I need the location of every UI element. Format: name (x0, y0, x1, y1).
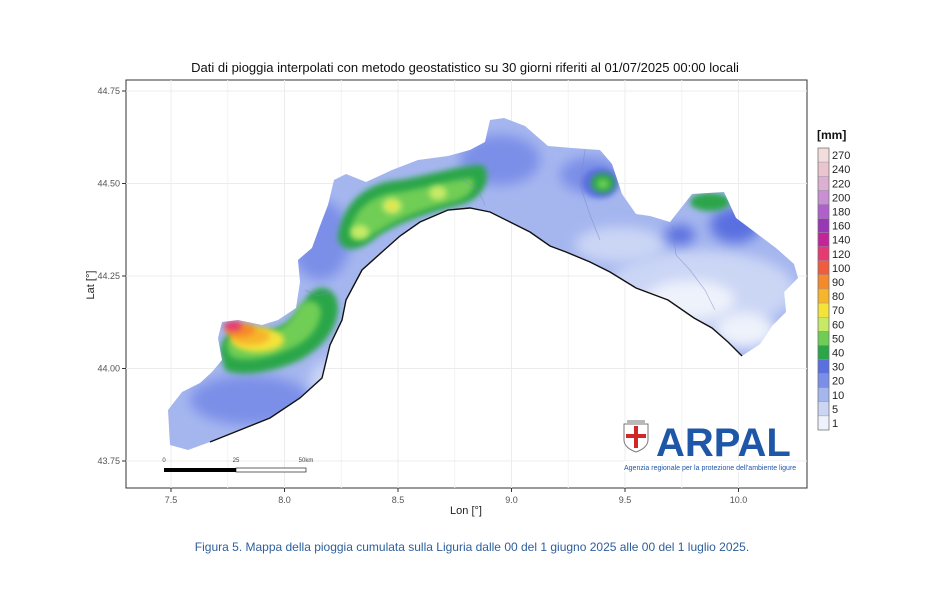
x-axis-label: Lon [°] (450, 505, 482, 517)
rain-ridge-60mm-c (429, 186, 447, 200)
legend-label: 90 (832, 277, 844, 289)
x-tick-label: 8.0 (278, 495, 291, 505)
x-tick-label: 9.5 (619, 495, 632, 505)
rain-laspezia-1mm (715, 312, 775, 348)
legend-swatch (817, 387, 830, 403)
legend-label: 70 (832, 305, 844, 317)
liguria-crest-icon (623, 420, 649, 453)
axis-ticks: 7.5 8.0 8.5 9.0 9.5 10.0 44.75 44.50 44.25 44.00 4… (97, 86, 747, 505)
legend-swatch (817, 246, 830, 261)
arpal-logo: ARPAL Agenzia regionale per la protezion… (623, 420, 796, 472)
legend-label: 240 (832, 164, 850, 176)
legend-label: 5 (832, 404, 838, 416)
x-tick-label: 9.0 (505, 495, 518, 505)
legend-label: 50 (832, 333, 844, 345)
arpal-wordmark: ARPAL (656, 421, 791, 465)
y-tick-label: 44.00 (97, 364, 120, 374)
legend-swatch (817, 373, 830, 388)
rain-ridge-60mm-a (351, 225, 369, 239)
legend-label: 140 (832, 235, 850, 247)
legend-swatch (817, 232, 830, 247)
y-tick-label: 43.75 (97, 456, 120, 466)
rain-center-5mm (575, 227, 665, 263)
legend-swatch (817, 190, 830, 205)
legend-label: 180 (832, 206, 850, 218)
scale-label-0: 0 (162, 458, 166, 464)
legend-swatch (817, 218, 830, 233)
rain-ridge-70mm (388, 202, 396, 210)
legend-label: 30 (832, 362, 844, 374)
rain-east-30mm (665, 225, 695, 245)
coastline (209, 207, 743, 443)
rain-genoa-50mm (597, 179, 609, 189)
x-tick-label: 10.0 (730, 495, 748, 505)
legend-swatch (817, 161, 830, 177)
legend-label: 60 (832, 319, 844, 331)
legend-label: 120 (832, 249, 850, 261)
legend-label: 40 (832, 347, 844, 359)
legend-label: 200 (832, 192, 850, 204)
map-title: Dati di pioggia interpolati con metodo g… (191, 60, 739, 75)
legend-swatch (817, 345, 830, 360)
legend-swatch (817, 359, 830, 374)
legend-label: 100 (832, 263, 850, 275)
legend-swatch (817, 317, 830, 332)
legend-title: [mm] (817, 128, 846, 142)
legend-swatch (817, 260, 830, 276)
y-axis-label: Lat [°] (85, 271, 97, 300)
rainfall-legend: [mm] 27024022020018016014012010090807060… (817, 128, 850, 431)
rain-northeast-40mm (690, 193, 730, 211)
legend-swatch (817, 302, 830, 318)
legend-label: 10 (832, 390, 844, 402)
legend-label: 160 (832, 221, 850, 233)
legend-swatch (817, 401, 830, 417)
legend-swatch (817, 274, 830, 290)
legend-swatch (817, 175, 830, 191)
legend-label: 220 (832, 178, 850, 190)
y-tick-label: 44.75 (97, 86, 120, 96)
legend-swatch (817, 415, 830, 431)
rain-west-120mm (224, 321, 242, 331)
legend-frame (817, 147, 830, 431)
legend-label: 270 (832, 150, 850, 162)
legend-label: 1 (832, 418, 838, 430)
arpal-subtitle: Agenzia regionale per la protezione dell… (624, 465, 796, 472)
legend-swatch (817, 204, 830, 219)
y-tick-label: 44.50 (97, 179, 120, 189)
scale-label-25: 25 (233, 458, 240, 464)
legend-label: 80 (832, 291, 844, 303)
legend-label: 20 (832, 376, 844, 388)
legend-swatch (817, 331, 830, 346)
figure-caption: Figura 5. Mappa della pioggia cumulata s… (194, 540, 750, 554)
province-borders (304, 149, 716, 311)
scale-bar: 0 25 50km (162, 458, 314, 473)
scale-label-50km: 50km (299, 458, 314, 464)
y-tick-label: 44.25 (97, 271, 120, 281)
x-tick-label: 7.5 (165, 495, 178, 505)
legend-swatch (817, 288, 830, 304)
x-tick-label: 8.5 (392, 495, 405, 505)
legend-swatch (817, 147, 830, 163)
